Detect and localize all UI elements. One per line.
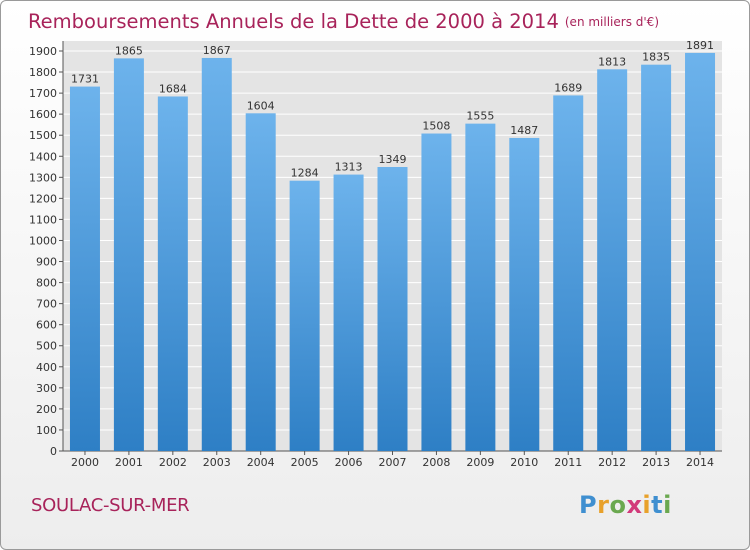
bar-value-label: 1865 — [115, 44, 143, 57]
x-tick-label: 2010 — [510, 456, 538, 469]
logo-letter: i — [642, 491, 652, 519]
y-tick-label: 700 — [36, 298, 57, 311]
x-tick-label: 2014 — [686, 456, 714, 469]
y-tick-label: 1600 — [29, 108, 57, 121]
bar — [157, 96, 188, 451]
bar — [597, 69, 628, 451]
commune-name: SOULAC-SUR-MER — [31, 495, 190, 516]
bar-value-label: 1349 — [379, 153, 407, 166]
y-tick-label: 1000 — [29, 234, 57, 247]
bar-value-label: 1313 — [335, 161, 363, 174]
x-tick-label: 2003 — [203, 456, 231, 469]
y-tick-label: 100 — [36, 424, 57, 437]
y-tick-label: 1400 — [29, 150, 57, 163]
x-tick-label: 2001 — [115, 456, 143, 469]
y-tick-label: 1300 — [29, 171, 57, 184]
bar-value-label: 1891 — [686, 39, 714, 52]
logo-letter: t — [651, 491, 664, 519]
chart-subtitle: (en milliers d'€) — [564, 15, 659, 29]
x-tick-label: 2007 — [379, 456, 407, 469]
y-tick-label: 0 — [50, 445, 57, 458]
y-tick-label: 800 — [36, 277, 57, 290]
bar — [69, 86, 100, 451]
bar — [113, 58, 144, 452]
y-tick-label: 500 — [36, 340, 57, 353]
bar-value-label: 1604 — [247, 99, 275, 112]
y-tick-label: 900 — [36, 256, 57, 269]
bar-value-label: 1487 — [510, 124, 538, 137]
bar — [641, 64, 672, 452]
bar — [333, 174, 364, 451]
bar — [685, 52, 716, 451]
y-tick-label: 1900 — [29, 45, 57, 58]
bar-value-label: 1508 — [422, 120, 450, 133]
bar-value-label: 1689 — [554, 81, 582, 94]
bar — [465, 123, 496, 451]
bar — [201, 57, 232, 452]
logo-letter: i — [663, 491, 672, 519]
logo-letter: P — [579, 491, 598, 519]
bar-value-label: 1867 — [203, 44, 231, 57]
chart-title: Remboursements Annuels de la Dette de 20… — [28, 6, 728, 38]
bar-value-label: 1284 — [291, 167, 319, 180]
chart-title-text: Remboursements Annuels de la Dette de 20… — [28, 10, 559, 33]
y-tick-label: 1800 — [29, 66, 57, 79]
bar-value-label: 1813 — [598, 55, 626, 68]
x-tick-label: 2002 — [159, 456, 187, 469]
bar-value-label: 1731 — [71, 73, 99, 86]
bar — [421, 133, 452, 452]
x-tick-label: 2011 — [554, 456, 582, 469]
logo-letter: o — [609, 491, 627, 519]
x-tick-label: 2000 — [71, 456, 99, 469]
y-tick-label: 1200 — [29, 192, 57, 205]
x-tick-label: 2004 — [247, 456, 275, 469]
bar-value-label: 1835 — [642, 51, 670, 64]
y-tick-label: 200 — [36, 403, 57, 416]
y-tick-label: 400 — [36, 361, 57, 374]
proxiti-logo: Proxiti — [579, 491, 672, 519]
bar — [553, 95, 584, 451]
x-tick-label: 2005 — [291, 456, 319, 469]
y-tick-label: 1100 — [29, 213, 57, 226]
x-tick-label: 2006 — [335, 456, 363, 469]
x-tick-label: 2012 — [598, 456, 626, 469]
x-tick-label: 2009 — [466, 456, 494, 469]
bar-value-label: 1684 — [159, 82, 187, 95]
x-tick-label: 2013 — [642, 456, 670, 469]
y-tick-label: 600 — [36, 319, 57, 332]
logo-letter: x — [626, 491, 643, 519]
x-tick-label: 2008 — [422, 456, 450, 469]
bar — [377, 167, 408, 451]
bar — [289, 180, 320, 451]
y-tick-label: 1700 — [29, 87, 57, 100]
bar — [245, 113, 276, 451]
y-tick-label: 1500 — [29, 129, 57, 142]
bar-value-label: 1555 — [466, 110, 494, 123]
bar — [509, 137, 540, 451]
y-tick-label: 300 — [36, 382, 57, 395]
logo-letter: r — [597, 491, 610, 519]
